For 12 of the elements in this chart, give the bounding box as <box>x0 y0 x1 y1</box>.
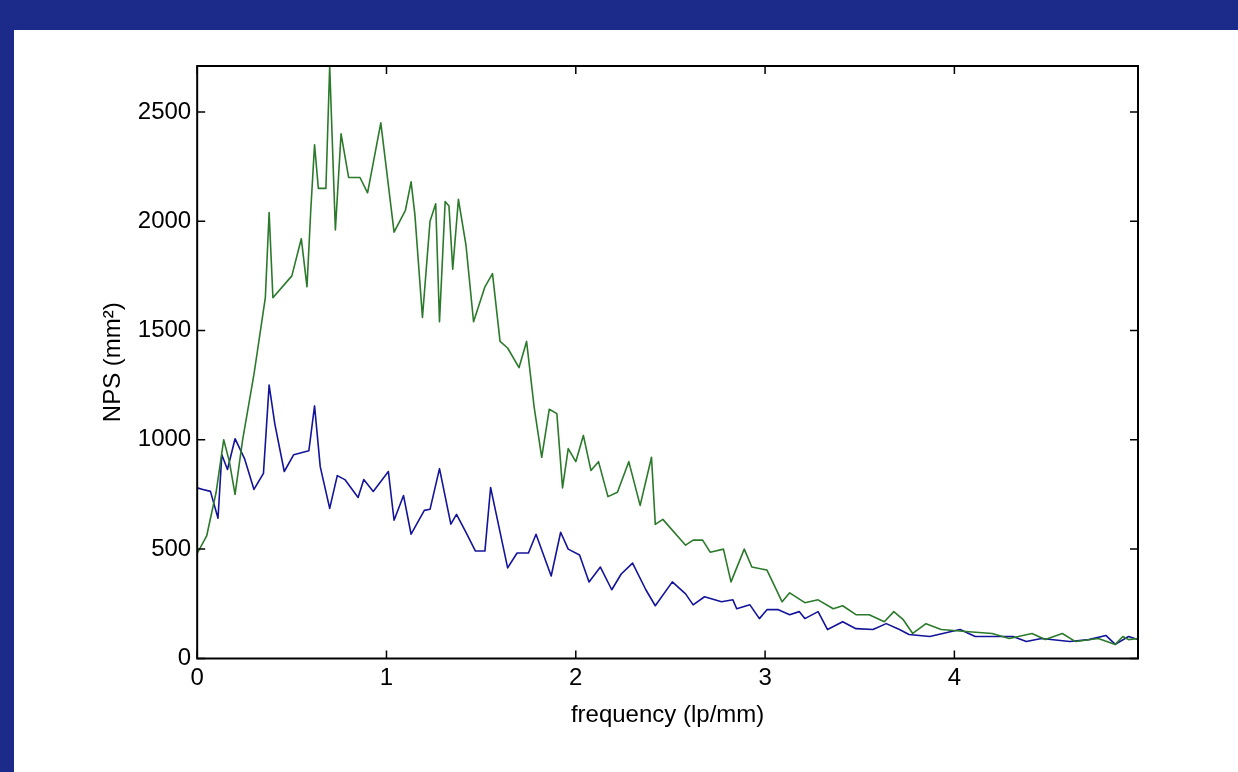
y-tick-label: 1500 <box>137 315 192 343</box>
x-tick-label: 4 <box>947 663 962 691</box>
x-axis-title: frequency (lp/mm) <box>570 700 765 728</box>
x-tick-label: 1 <box>379 663 394 691</box>
x-tick-label: 2 <box>569 663 583 691</box>
y-tick-label: 0 <box>177 643 192 671</box>
y-tick-label: 1000 <box>137 424 192 452</box>
y-axis-title: NPS (mm²) <box>98 302 126 423</box>
y-tick-label: 500 <box>151 533 192 561</box>
x-tick-label: 3 <box>758 663 772 691</box>
y-tick-label: 2500 <box>137 96 192 124</box>
y-tick-label: 2000 <box>137 205 192 233</box>
